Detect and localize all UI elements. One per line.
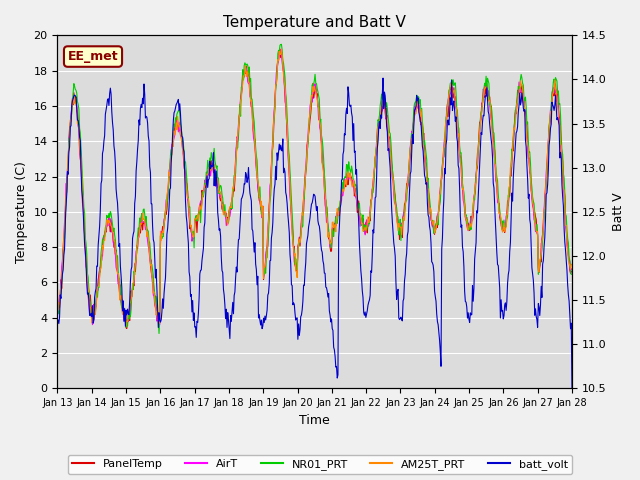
NR01_PRT xyxy=(169,143,177,149)
AM25T_PRT xyxy=(568,262,576,267)
NR01_PRT xyxy=(196,206,204,212)
AM25T_PRT xyxy=(63,181,70,187)
X-axis label: Time: Time xyxy=(300,414,330,427)
Text: EE_met: EE_met xyxy=(68,50,118,63)
Y-axis label: Batt V: Batt V xyxy=(612,192,625,231)
NR01_PRT xyxy=(155,331,163,336)
NR01_PRT xyxy=(378,96,386,101)
AM25T_PRT xyxy=(169,140,177,146)
AirT xyxy=(568,266,576,272)
batt_volt xyxy=(116,240,124,246)
AirT xyxy=(196,202,204,207)
AirT xyxy=(155,324,163,330)
AirT xyxy=(276,46,284,52)
AM25T_PRT xyxy=(196,203,204,208)
NR01_PRT xyxy=(63,189,70,195)
PanelTemp xyxy=(63,189,70,194)
NR01_PRT xyxy=(278,41,285,47)
AM25T_PRT xyxy=(54,307,61,312)
batt_volt xyxy=(54,320,61,325)
AirT xyxy=(54,305,61,311)
PanelTemp xyxy=(196,208,204,214)
Y-axis label: Temperature (C): Temperature (C) xyxy=(15,161,28,263)
batt_volt xyxy=(195,295,203,301)
Legend: PanelTemp, AirT, NR01_PRT, AM25T_PRT, batt_volt: PanelTemp, AirT, NR01_PRT, AM25T_PRT, ba… xyxy=(68,455,572,474)
PanelTemp xyxy=(123,325,131,331)
batt_volt xyxy=(393,297,401,302)
PanelTemp xyxy=(169,143,177,148)
PanelTemp xyxy=(394,219,401,225)
AM25T_PRT xyxy=(278,46,285,52)
AirT xyxy=(116,287,124,292)
Line: AirT: AirT xyxy=(58,49,572,327)
AirT xyxy=(394,216,401,222)
NR01_PRT xyxy=(394,213,401,219)
Title: Temperature and Batt V: Temperature and Batt V xyxy=(223,15,406,30)
batt_volt xyxy=(379,75,387,81)
PanelTemp xyxy=(275,47,283,53)
AM25T_PRT xyxy=(122,323,130,329)
Line: batt_volt: batt_volt xyxy=(58,78,572,388)
Line: NR01_PRT: NR01_PRT xyxy=(58,44,572,334)
Line: PanelTemp: PanelTemp xyxy=(58,50,572,328)
AM25T_PRT xyxy=(378,98,386,104)
AirT xyxy=(169,141,177,146)
NR01_PRT xyxy=(54,307,61,312)
PanelTemp xyxy=(568,269,576,275)
AM25T_PRT xyxy=(394,221,401,227)
NR01_PRT xyxy=(568,271,576,277)
batt_volt xyxy=(63,192,70,198)
NR01_PRT xyxy=(116,276,124,282)
batt_volt xyxy=(568,385,576,391)
AirT xyxy=(378,108,386,114)
Line: AM25T_PRT: AM25T_PRT xyxy=(58,49,572,326)
batt_volt xyxy=(168,148,176,154)
batt_volt xyxy=(377,112,385,118)
PanelTemp xyxy=(378,106,386,111)
PanelTemp xyxy=(116,291,124,297)
PanelTemp xyxy=(54,311,61,317)
AirT xyxy=(63,181,70,187)
AM25T_PRT xyxy=(116,297,124,303)
